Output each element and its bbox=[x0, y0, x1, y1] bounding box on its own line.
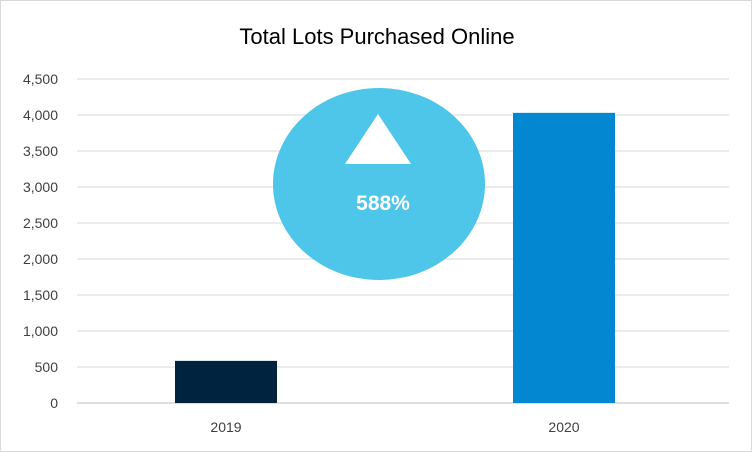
y-tick-label: 500 bbox=[35, 359, 59, 375]
y-tick-label: 4,500 bbox=[23, 71, 58, 87]
y-axis-ticks: 0 500 1,000 1,500 2,000 2,500 3,000 3,500 4,000 4… bbox=[23, 71, 58, 411]
x-axis-ticks: 2019 2020 bbox=[210, 419, 579, 435]
y-tick-label: 0 bbox=[50, 395, 58, 411]
change-callout: 588% bbox=[273, 88, 485, 280]
y-tick-label: 2,000 bbox=[23, 251, 58, 267]
bar-2020 bbox=[513, 112, 615, 403]
y-tick-label: 3,500 bbox=[23, 143, 58, 159]
y-tick-label: 3,000 bbox=[23, 179, 58, 195]
up-triangle-icon bbox=[345, 114, 411, 164]
x-tick-label: 2020 bbox=[548, 419, 579, 435]
callout-bubble bbox=[273, 88, 485, 280]
y-tick-label: 1,000 bbox=[23, 323, 58, 339]
y-tick-label: 2,500 bbox=[23, 215, 58, 231]
y-tick-label: 4,000 bbox=[23, 107, 58, 123]
x-tick-label: 2019 bbox=[210, 419, 241, 435]
chart-title: Total Lots Purchased Online bbox=[239, 24, 514, 49]
bars bbox=[175, 112, 615, 403]
y-tick-label: 1,500 bbox=[23, 287, 58, 303]
bar-2019 bbox=[175, 360, 277, 403]
callout-percent: 588% bbox=[356, 192, 410, 215]
